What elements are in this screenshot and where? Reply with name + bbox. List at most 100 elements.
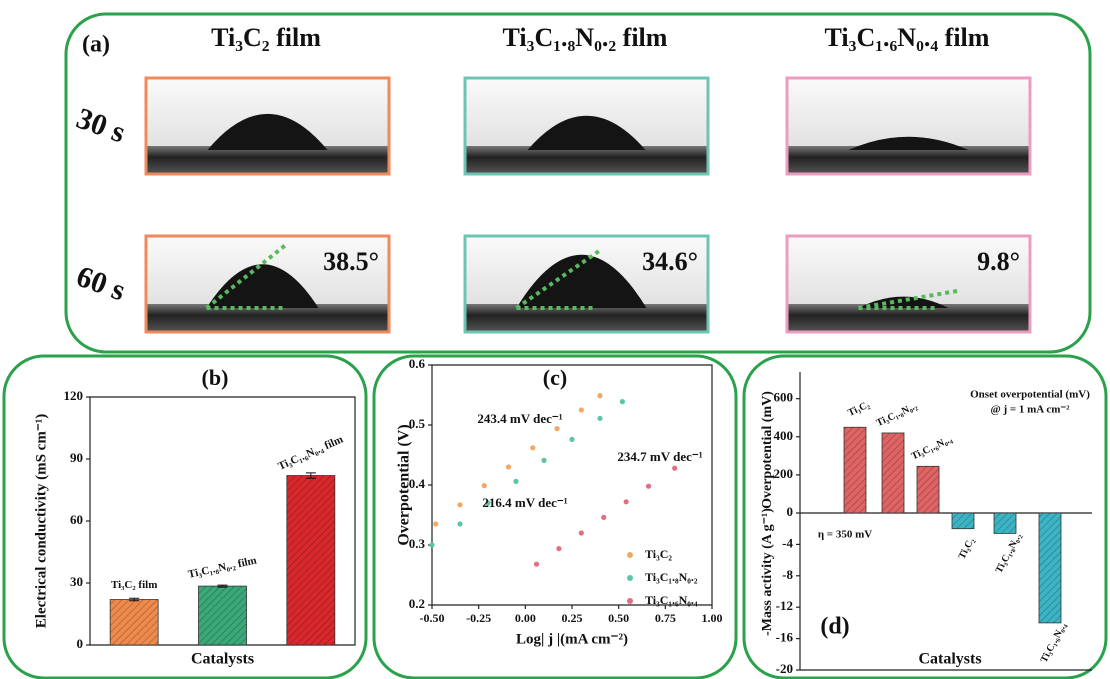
y-tick-label: 60 bbox=[70, 512, 83, 527]
panel-title: (c) bbox=[543, 365, 567, 390]
bar-label: Ti₃C₂ film bbox=[111, 579, 157, 591]
droplet bbox=[848, 136, 969, 150]
row-label: 60 s bbox=[72, 260, 130, 308]
error-bar bbox=[305, 472, 316, 479]
column-title: Ti₃C₂ film bbox=[211, 23, 321, 52]
annotation: Onset overpotential (mV) bbox=[970, 389, 1090, 401]
legend-marker bbox=[627, 598, 633, 604]
data-point bbox=[645, 483, 652, 489]
bar-label: Ti₃C₁.₆N₀.₄ bbox=[910, 434, 954, 462]
data-point bbox=[541, 457, 547, 463]
x-tick-label: 0.50 bbox=[608, 611, 629, 625]
y-tick-label: 90 bbox=[70, 450, 83, 465]
y-axis-label: Overpotential (V) bbox=[396, 424, 413, 545]
panel-frame bbox=[372, 354, 738, 679]
x-tick-label: 0.00 bbox=[515, 611, 536, 625]
panel-title: (d) bbox=[820, 614, 849, 640]
photo-floor bbox=[146, 304, 389, 332]
data-point bbox=[513, 478, 519, 484]
photo-border bbox=[785, 234, 1032, 334]
y-axis-label: Electrical conductivity (mS cm⁻¹) bbox=[33, 414, 49, 628]
column-title: Ti₃C₁.₆N₀.₄ film bbox=[825, 23, 990, 52]
droplet bbox=[527, 115, 646, 150]
data-point bbox=[601, 514, 607, 521]
y-tick-label: -12 bbox=[776, 598, 793, 613]
panel-title: (b) bbox=[202, 365, 229, 390]
y-tick-label: 0 bbox=[77, 636, 84, 651]
legend-label: Ti₃C₂ bbox=[645, 547, 672, 561]
x-tick-label: 0.25 bbox=[562, 611, 583, 625]
bar-hatch bbox=[198, 586, 247, 645]
data-point bbox=[429, 542, 435, 548]
y-axis-label: Overpotential (mV) bbox=[760, 391, 775, 509]
x-axis-label: Catalysts bbox=[918, 651, 981, 668]
panel-frame bbox=[64, 12, 1092, 354]
contact-angle: 9.8° bbox=[977, 247, 1020, 276]
x-axis-label: Catalysts bbox=[191, 651, 254, 668]
legend-marker bbox=[627, 575, 633, 581]
bar-label: Ti₃C₁.₆N₀.₄ film bbox=[276, 433, 345, 472]
y-tick-label: 0 bbox=[787, 504, 794, 519]
photo-border bbox=[144, 76, 391, 176]
contact-line bbox=[515, 249, 600, 310]
y-tick-label: 0.5 bbox=[409, 416, 426, 431]
data-point bbox=[457, 521, 463, 527]
contact-angle: 38.5° bbox=[323, 247, 379, 276]
bar-label: Ti₃C₂ bbox=[957, 536, 977, 561]
y-tick-label: 30 bbox=[70, 574, 83, 589]
bar-label: Ti₃C₁.₈N₀.₂ bbox=[875, 401, 919, 429]
data-point bbox=[505, 464, 512, 470]
data-point bbox=[623, 499, 629, 505]
annotation: 234.7 mV dec⁻¹ bbox=[617, 449, 702, 464]
data-point bbox=[533, 561, 540, 567]
photo-border bbox=[144, 234, 391, 334]
bar-hatch bbox=[1039, 513, 1061, 623]
data-point bbox=[578, 407, 584, 413]
bar-hatch bbox=[286, 475, 335, 645]
legend-marker bbox=[627, 552, 633, 558]
data-point bbox=[578, 530, 584, 536]
row-label: 30 s bbox=[72, 102, 130, 150]
y-tick-label: -16 bbox=[776, 630, 794, 645]
contact-line bbox=[205, 244, 287, 310]
photo-border bbox=[463, 76, 710, 176]
data-point bbox=[485, 500, 491, 506]
data-point bbox=[554, 426, 560, 432]
data-point bbox=[569, 436, 575, 442]
photo-border bbox=[463, 234, 710, 334]
droplet bbox=[207, 113, 328, 150]
data-point bbox=[530, 445, 536, 451]
y2-axis-label: -Mass activity (A g⁻¹) bbox=[760, 508, 775, 636]
photo-border bbox=[785, 76, 1032, 176]
photo-floor bbox=[465, 146, 708, 174]
data-point bbox=[597, 415, 603, 421]
axis-frame bbox=[89, 396, 356, 646]
annotation: 216.4 mV dec⁻¹ bbox=[482, 495, 567, 510]
droplet bbox=[206, 264, 319, 308]
bar-hatch bbox=[917, 466, 939, 513]
column-title: Ti₃C₁.₈N₀.₂ film bbox=[503, 23, 668, 52]
annotation: η = 350 mV bbox=[818, 529, 872, 541]
panel-label: (a) bbox=[82, 32, 110, 58]
annotation: @ j = 1 mA cm⁻² bbox=[990, 404, 1070, 416]
bar-label: Ti₃C₁.₆N₀.₄ bbox=[1039, 621, 1069, 665]
y-tick-label: 120 bbox=[64, 388, 84, 403]
bar-label: Ti₃C₁.₈N₀.₂ bbox=[994, 531, 1024, 575]
y-tick-label: -8 bbox=[782, 567, 793, 582]
y-tick-label: 0.4 bbox=[409, 476, 426, 491]
bar-hatch bbox=[994, 513, 1016, 534]
contact-angle: 34.6° bbox=[642, 247, 698, 276]
photo-floor bbox=[146, 146, 389, 174]
error-bar bbox=[129, 597, 140, 602]
data-point bbox=[597, 393, 603, 399]
data-point bbox=[672, 465, 678, 471]
error-bar bbox=[217, 584, 228, 588]
photo-floor bbox=[787, 146, 1030, 174]
bar-hatch bbox=[844, 427, 866, 513]
y-tick-label: 0.6 bbox=[409, 356, 426, 371]
panel-frame bbox=[2, 354, 368, 679]
droplet bbox=[516, 254, 647, 308]
y-tick-label: 600 bbox=[774, 390, 794, 405]
y-tick-label: 0.3 bbox=[409, 536, 426, 551]
